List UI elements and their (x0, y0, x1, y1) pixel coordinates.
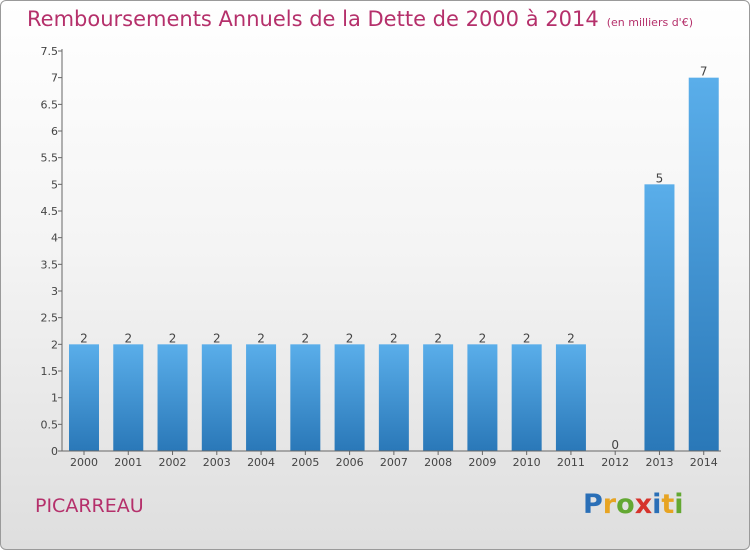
y-tick-label: 5.5 (41, 152, 59, 165)
y-tick-label: 2.5 (41, 312, 59, 325)
chart-title-text: Remboursements Annuels de la Dette de 20… (27, 7, 599, 31)
x-tick-label-2004: 2004 (247, 456, 275, 469)
y-tick-label: 0.5 (41, 418, 59, 431)
x-tick-label-2012: 2012 (601, 456, 629, 469)
x-tick-label-2005: 2005 (291, 456, 319, 469)
data-label-2006: 2 (346, 331, 354, 345)
y-tick-label: 7.5 (41, 45, 59, 58)
bar-2014 (688, 77, 719, 452)
y-tick-label: 1 (51, 392, 58, 405)
commune-name: PICARREAU (35, 495, 144, 517)
data-label-2007: 2 (390, 331, 398, 345)
bar-2003 (201, 344, 232, 451)
bar-2005 (290, 344, 321, 451)
bar-2010 (511, 344, 542, 451)
y-axis: 0 0.5 1 1.5 2 2.5 3 3.5 4 4.5 5 5.5 6 6.5 7 7.5 (41, 45, 63, 458)
logo-letter: P (583, 489, 603, 520)
x-tick-label-2001: 2001 (114, 456, 142, 469)
y-tick-label: 4 (51, 232, 58, 245)
logo-letter: o (616, 489, 635, 520)
bar-2011 (555, 344, 586, 451)
x-tick-label-2008: 2008 (424, 456, 452, 469)
y-tick-label: 3 (51, 285, 58, 298)
data-label-2011: 2 (567, 331, 575, 345)
data-label-2003: 2 (213, 331, 221, 345)
y-tick-label: 4.5 (41, 205, 59, 218)
y-tick-label: 2 (51, 338, 58, 351)
data-label-2002: 2 (169, 331, 177, 345)
data-label-2010: 2 (523, 331, 531, 345)
data-label-2013: 5 (656, 171, 664, 185)
logo-letter: r (602, 489, 617, 520)
x-tick-label-2003: 2003 (203, 456, 231, 469)
data-label-2008: 2 (434, 331, 442, 345)
y-tick-label: 6.5 (41, 98, 59, 111)
chart-title: Remboursements Annuels de la Dette de 20… (27, 7, 693, 31)
bar-2002 (157, 344, 188, 451)
x-tick-label-2011: 2011 (557, 456, 585, 469)
logo-letter: i (652, 489, 662, 520)
data-label-2012: 0 (611, 438, 619, 452)
x-tick-label-2006: 2006 (336, 456, 364, 469)
proxiti-logo: Proxiti (583, 489, 684, 520)
bar-2006 (334, 344, 365, 451)
x-tick-label-2013: 2013 (645, 456, 673, 469)
bar-2004 (246, 344, 277, 451)
x-tick-label-2009: 2009 (468, 456, 496, 469)
bar-2009 (467, 344, 498, 451)
data-label-2014: 7 (700, 65, 708, 79)
logo-letter: i (674, 489, 684, 520)
x-tick-label-2014: 2014 (690, 456, 718, 469)
data-label-2000: 2 (80, 331, 88, 345)
logo-letter: x (634, 489, 653, 520)
logo-letter: t (661, 489, 675, 520)
bar-2013 (644, 184, 675, 452)
x-tick-label-2010: 2010 (513, 456, 541, 469)
y-tick-label: 0 (51, 445, 58, 458)
y-tick-label: 5 (51, 178, 58, 191)
data-label-2009: 2 (479, 331, 487, 345)
y-tick-label: 1.5 (41, 365, 59, 378)
bar-2007 (378, 344, 409, 451)
x-tick-label-2007: 2007 (380, 456, 408, 469)
data-label-2004: 2 (257, 331, 265, 345)
x-tick-label-2002: 2002 (159, 456, 187, 469)
y-tick-label: 7 (51, 72, 58, 85)
y-tick-label: 3.5 (41, 258, 59, 271)
x-axis: 2000 2001 2002 2003 2004 2005 2006 2007 2008 2009… (62, 450, 721, 469)
data-label-2005: 2 (302, 331, 310, 345)
y-tick-label: 6 (51, 125, 58, 138)
bars: 2 2 2 2 2 2 2 2 2 2 2 2 0 5 7 (69, 65, 719, 452)
x-tick-label-2000: 2000 (70, 456, 98, 469)
bar-2000 (69, 344, 99, 451)
chart-subtitle: (en milliers d'€) (606, 16, 693, 29)
bar-2001 (113, 344, 144, 451)
bar-2008 (423, 344, 454, 451)
data-label-2001: 2 (124, 331, 132, 345)
